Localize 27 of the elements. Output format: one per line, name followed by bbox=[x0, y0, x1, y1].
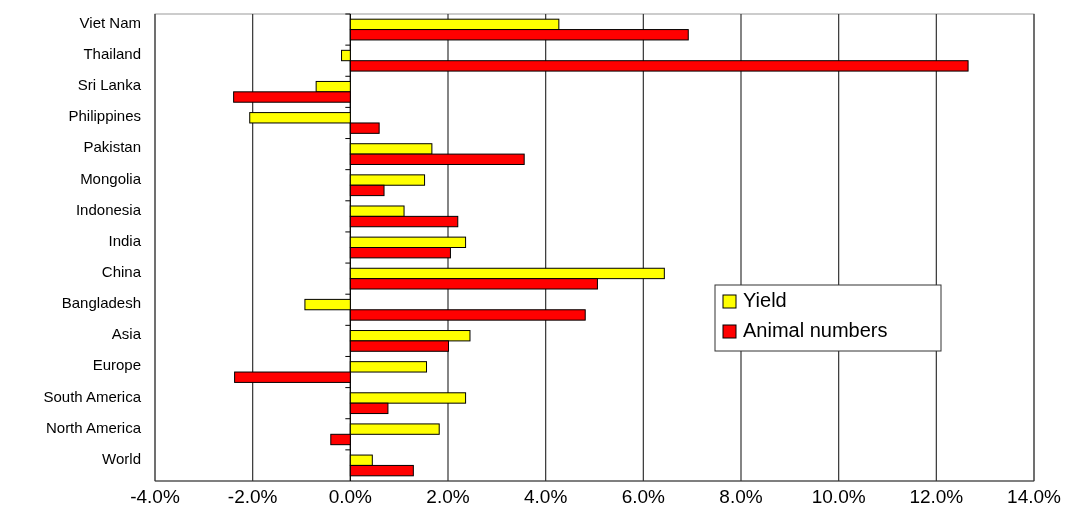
y-tick-label: Indonesia bbox=[75, 200, 142, 218]
y-tick-label: Bangladesh bbox=[61, 294, 141, 312]
x-tick-label: 6.0% bbox=[621, 486, 666, 507]
x-tick-label: 14.0% bbox=[1007, 486, 1062, 507]
y-tick-label: Mongolia bbox=[80, 169, 142, 187]
y-tick-label: Asia bbox=[111, 325, 142, 343]
x-tick-label: 8.0% bbox=[719, 486, 763, 507]
x-tick-label: -4.0% bbox=[130, 486, 180, 507]
y-tick-label: Philippines bbox=[68, 107, 141, 125]
x-tick-label: 2.0% bbox=[426, 486, 470, 507]
x-tick-label: 10.0% bbox=[811, 486, 866, 507]
x-tick-label: 12.0% bbox=[909, 486, 964, 507]
legend-label: Yield bbox=[743, 289, 787, 312]
y-tick-label: North America bbox=[45, 418, 142, 436]
y-tick-label: Sri Lanka bbox=[77, 76, 142, 94]
y-tick-label: China bbox=[101, 263, 142, 280]
y-tick-label: Thailand bbox=[83, 45, 141, 63]
y-tick-label: World bbox=[102, 449, 141, 467]
y-tick-label: India bbox=[108, 231, 142, 249]
x-tick-label: 4.0% bbox=[524, 486, 568, 507]
legend-label: Animal numbers bbox=[743, 319, 888, 342]
x-tick-label: -2.0% bbox=[227, 486, 278, 507]
y-tick-label: Pakistan bbox=[83, 138, 141, 156]
x-tick-label: 0.0% bbox=[328, 486, 373, 507]
y-tick-label: Europe bbox=[92, 356, 141, 374]
y-tick-label: Viet Nam bbox=[79, 13, 141, 31]
y-tick-label: South America bbox=[43, 387, 142, 405]
